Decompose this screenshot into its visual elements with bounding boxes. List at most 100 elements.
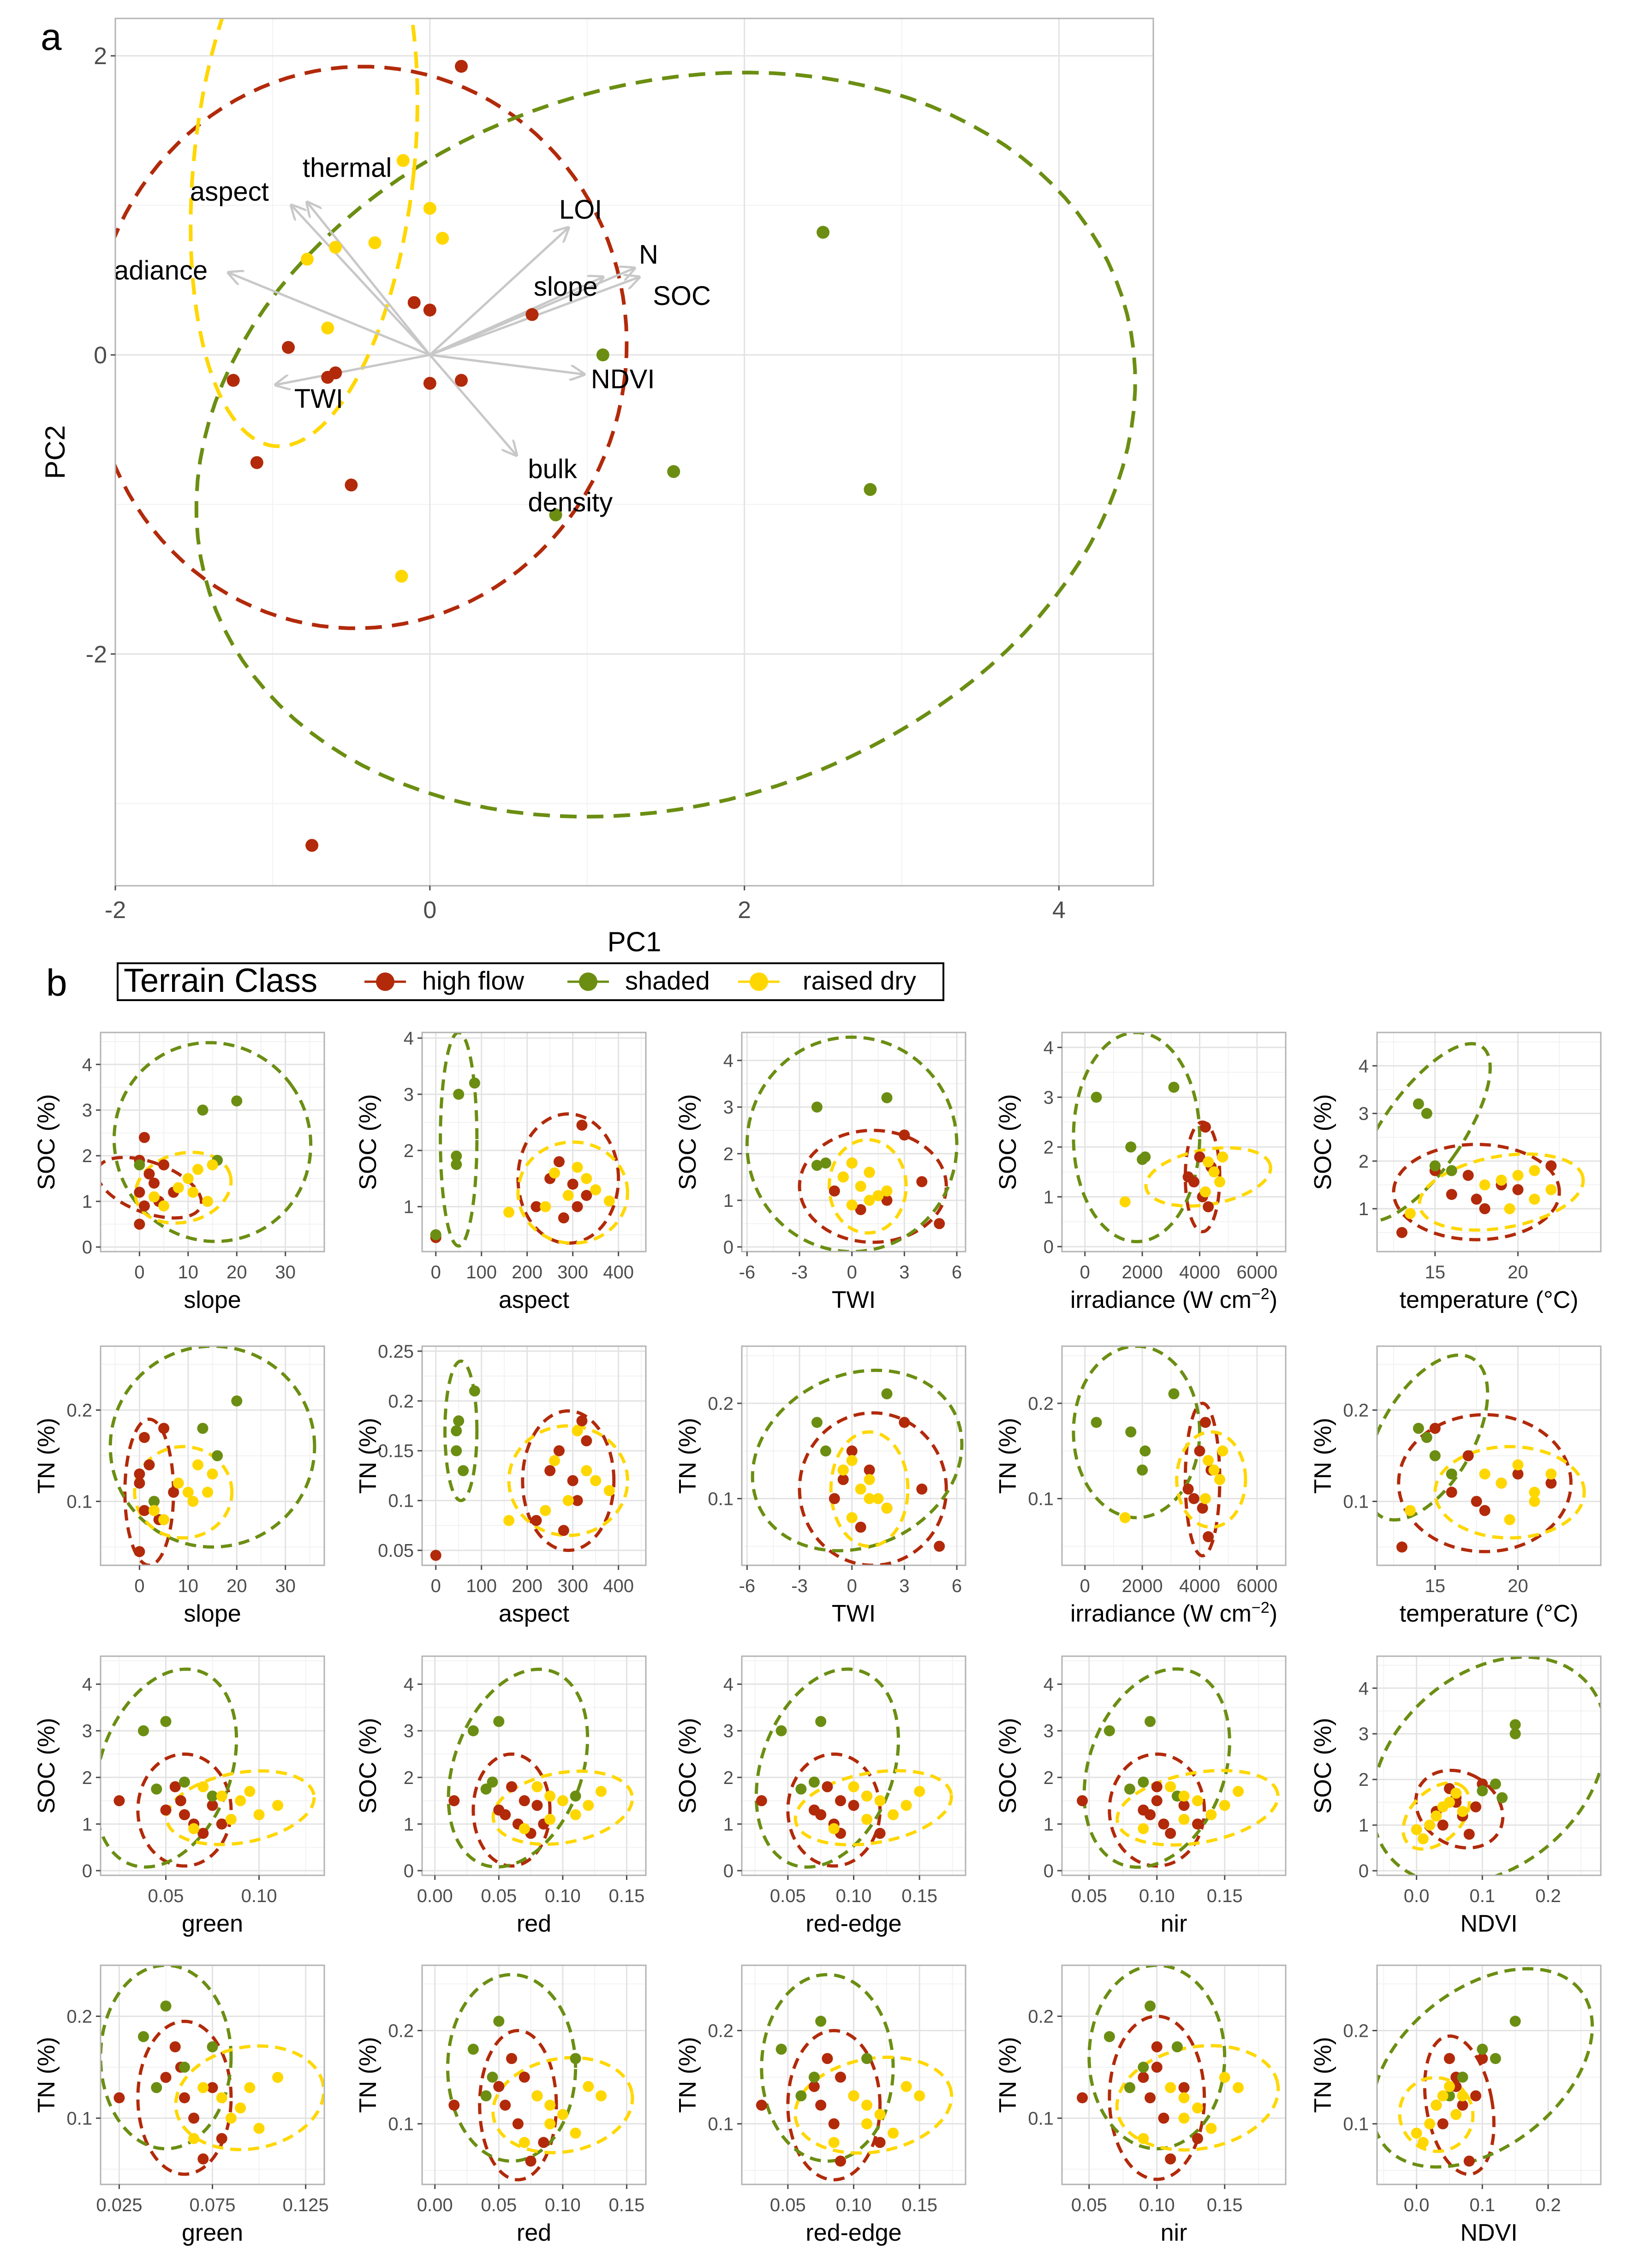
legend-label-high-flow: high flow [422,966,525,995]
point-high-flow [567,1178,578,1190]
y-tick-label: 0 [723,1237,734,1258]
y-tick-label: 4 [1359,1678,1369,1699]
x-tick-label: 0.0 [1404,2195,1430,2215]
y-tick-label: 0.2 [388,2021,414,2041]
point-high-flow [1479,1203,1491,1215]
point-raised-dry [1199,1186,1211,1198]
x-axis-label: aspect [499,1600,570,1627]
point-high-flow [169,2041,181,2052]
point-raised-dry [1512,1459,1524,1471]
point-shaded [493,1716,505,1727]
y-axis-label: SOC (%) [1310,1094,1336,1190]
y-tick-label: 3 [1359,1104,1369,1124]
point-high-flow [493,2081,505,2092]
x-tick-label: 0 [1080,1576,1090,1596]
y-axis-label: TN (%) [33,1418,60,1494]
ellipse-shaded [194,71,1137,819]
plot-background [1377,1656,1601,1875]
point-shaded [469,1077,480,1089]
point-raised-dry [581,1465,592,1476]
x-axis-label: slope [184,1287,241,1313]
point-raised-dry [855,1181,866,1192]
panel-border [114,18,1154,887]
y-tick-label: 2 [94,43,107,70]
y-axis-label: TN (%) [995,2037,1021,2113]
point-shaded [231,1395,243,1407]
panel-b-label: b [46,962,67,1004]
point-raised-dry [244,1786,256,1797]
x-tick-label: 0.2 [1535,1886,1561,1906]
ellipse-high-flow [1183,1402,1222,1557]
point-high-flow [544,1465,556,1476]
ellipse-shaded [101,1667,239,1869]
point-high-flow [506,1781,517,1792]
ellipse-shaded [1072,1032,1201,1243]
point-raised-dry [202,1196,213,1207]
point-high-flow [1178,1800,1190,1811]
point-shaded [179,1776,190,1788]
point-high-flow [197,1828,209,1839]
point-shaded [1421,1432,1432,1443]
x-tick-label: 0.05 [481,1886,517,1906]
point-high-flow [934,1540,945,1552]
legend-label-raised-dry: raised dry [803,966,916,995]
ellipse-high-flow [136,2019,233,2176]
point-raised-dry [395,570,408,583]
point-raised-dry [872,1493,884,1504]
point-shaded [480,2090,492,2101]
y-tick-label: 0 [1044,1237,1054,1257]
point-shaded [134,1159,145,1170]
plot-area [101,1667,316,1869]
point-raised-dry [1208,1464,1220,1476]
point-high-flow [1396,1541,1407,1553]
x-tick-label: -3 [791,1262,808,1283]
point-shaded [453,1088,465,1100]
point-shaded [1477,2043,1488,2055]
point-high-flow [899,1417,910,1428]
point-raised-dry [503,1206,515,1218]
ellipse-raised-dry [827,1138,908,1235]
point-shaded [596,348,609,362]
point-raised-dry [874,1795,886,1807]
x-tick-label: 0.05 [770,1886,806,1906]
ellipse-shaded [1377,1656,1601,1875]
x-tick-label: 0.05 [481,2195,517,2215]
point-high-flow [1077,2092,1088,2104]
point-raised-dry [1450,2109,1462,2120]
x-axis-label: temperature (°C) [1400,1600,1579,1627]
point-shaded [811,1101,823,1113]
point-high-flow [855,1204,866,1216]
panel-border [100,1345,325,1566]
point-high-flow [207,2082,218,2094]
x-tick-label: 10 [178,1262,199,1283]
point-high-flow [558,1212,569,1223]
y-tick-label: 2 [82,1768,92,1788]
ellipse-high-flow [1108,1752,1206,1868]
point-high-flow [1158,2112,1169,2124]
point-shaded [207,2041,218,2052]
x-tick-label: 2000 [1122,1262,1163,1283]
point-raised-dry [570,2127,581,2139]
x-tick-label: 20 [1508,1262,1528,1283]
point-raised-dry [182,1173,194,1184]
y-tick-label: 4 [723,1051,734,1071]
point-raised-dry [253,1809,265,1820]
plot-background [1062,1032,1286,1252]
x-tick-label: 0.10 [545,2195,581,2215]
point-shaded [231,1095,243,1107]
point-raised-dry [503,1515,515,1526]
point-raised-dry [861,1814,873,1825]
point-high-flow [1470,1801,1481,1813]
ellipse-raised-dry [1418,1152,1585,1232]
point-shaded [151,1784,162,1795]
x-tick-label: 0.10 [836,2195,872,2215]
x-tick-label: 2000 [1122,1576,1163,1596]
ellipse-high-flow [1108,2014,1206,2181]
point-raised-dry [596,1786,607,1797]
plot-area [751,1368,964,1565]
plot-background [422,1656,646,1875]
point-raised-dry [216,1790,227,1802]
point-raised-dry [1437,2090,1449,2101]
y-tick-label: 0.15 [378,1441,414,1462]
point-raised-dry [855,1483,866,1495]
